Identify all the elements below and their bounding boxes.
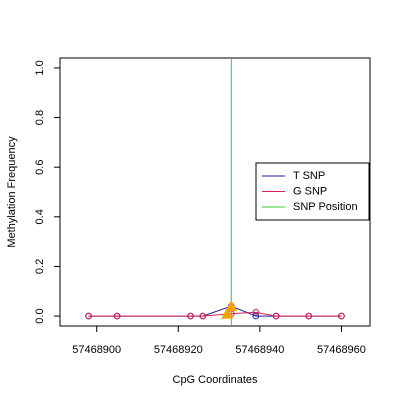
- data-point: [252, 309, 260, 316]
- data-point: [252, 312, 260, 320]
- x-tick-label: 57468920: [154, 344, 203, 356]
- legend-label: G SNP: [293, 185, 327, 197]
- snp-marker: [221, 307, 234, 319]
- data-point: [113, 312, 121, 320]
- legend-label: T SNP: [293, 170, 325, 182]
- snp-marker: [225, 300, 238, 312]
- y-tick-label: 0.4: [34, 209, 46, 224]
- series-line: [88, 311, 342, 317]
- data-point: [187, 312, 194, 320]
- y-tick-label: 0.0: [34, 308, 46, 323]
- data-point: [199, 312, 207, 320]
- data-point: [305, 312, 313, 320]
- x-tick-label: 57468940: [235, 344, 284, 356]
- data-point: [338, 312, 345, 320]
- y-tick-label: 0.8: [34, 110, 46, 125]
- y-tick-label: 0.6: [34, 160, 46, 175]
- y-tick-label: 1.0: [34, 60, 46, 75]
- x-tick-label: 57468960: [317, 344, 366, 356]
- y-axis-label: Methylation Frequency: [6, 136, 18, 248]
- data-point: [272, 312, 280, 320]
- y-tick-label: 0.2: [34, 259, 46, 274]
- data-point: [85, 312, 92, 320]
- plot-frame: [59, 57, 371, 327]
- legend-label: SNP Position: [293, 201, 358, 213]
- x-tick-label: 57468900: [72, 344, 121, 356]
- x-axis-label: CpG Coordinates: [173, 374, 258, 386]
